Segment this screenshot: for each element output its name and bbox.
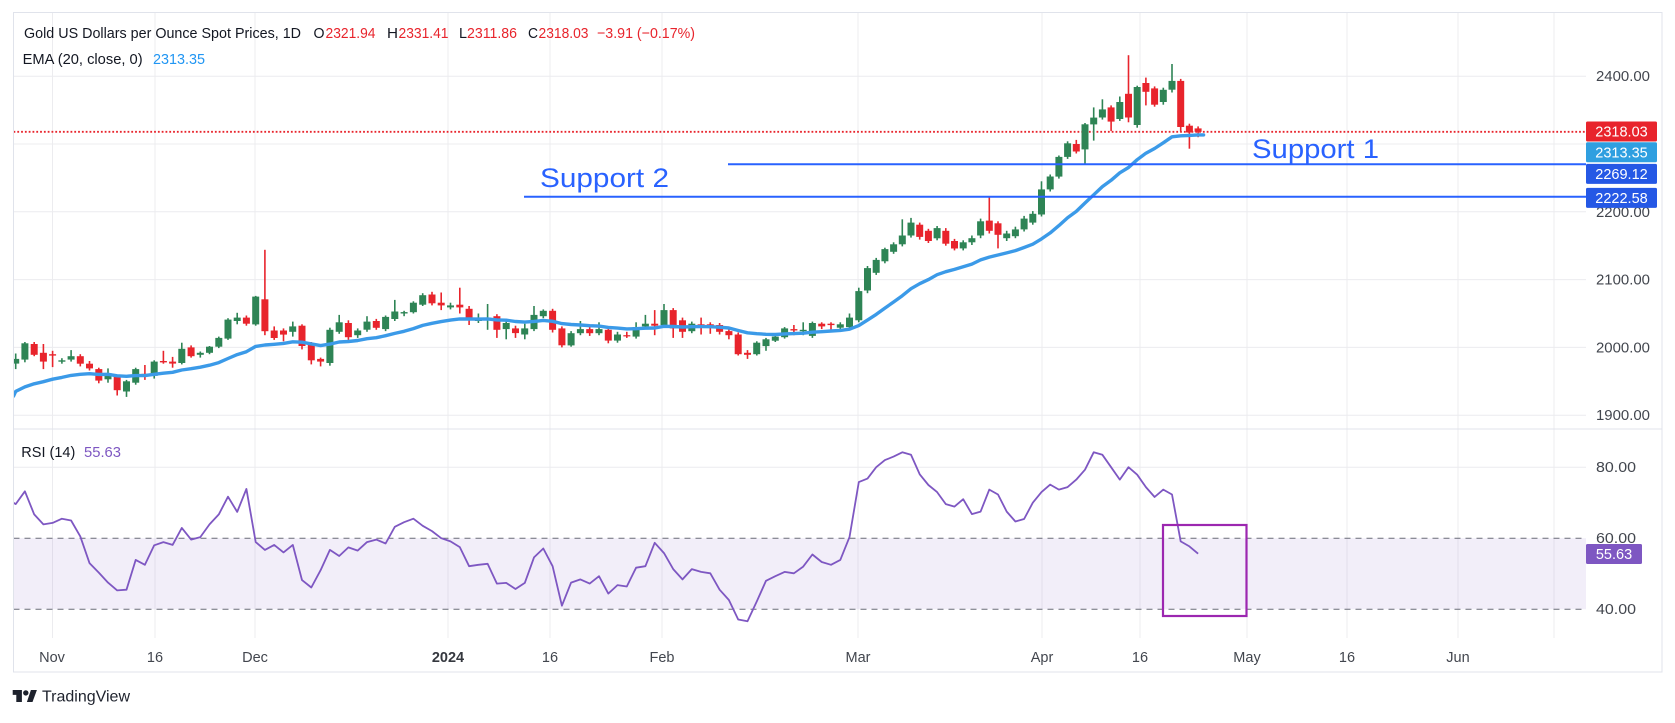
svg-text:−3.91 (−0.17%): −3.91 (−0.17%) xyxy=(597,25,695,42)
svg-text:2400.00: 2400.00 xyxy=(1596,69,1650,85)
svg-text:2321.94: 2321.94 xyxy=(326,25,376,42)
svg-text:May: May xyxy=(1233,650,1261,666)
svg-text:2100.00: 2100.00 xyxy=(1596,273,1650,289)
svg-text:C: C xyxy=(528,25,538,42)
svg-text:2318.03: 2318.03 xyxy=(1595,125,1647,141)
svg-text:RSI (14): RSI (14) xyxy=(21,444,75,461)
svg-text:2313.35: 2313.35 xyxy=(153,51,205,68)
svg-text:Support 1: Support 1 xyxy=(1252,134,1379,164)
svg-text:16: 16 xyxy=(1132,650,1148,666)
svg-text:2024: 2024 xyxy=(432,650,464,666)
svg-text:2200.00: 2200.00 xyxy=(1596,205,1650,221)
svg-text:2318.03: 2318.03 xyxy=(539,25,589,42)
svg-text:Gold US Dollars per Ounce Spot: Gold US Dollars per Ounce Spot Prices, 1… xyxy=(24,25,301,42)
svg-text:55.63: 55.63 xyxy=(1596,547,1632,563)
svg-text:80.00: 80.00 xyxy=(1596,460,1636,476)
svg-text:60.00: 60.00 xyxy=(1596,531,1636,547)
svg-text:2269.12: 2269.12 xyxy=(1595,167,1647,183)
svg-text:EMA (20, close, 0): EMA (20, close, 0) xyxy=(23,51,143,68)
svg-text:16: 16 xyxy=(542,650,558,666)
svg-text:Feb: Feb xyxy=(650,650,675,666)
svg-text:L: L xyxy=(459,25,467,42)
svg-text:40.00: 40.00 xyxy=(1596,602,1636,618)
svg-text:2313.35: 2313.35 xyxy=(1595,145,1647,161)
svg-text:55.63: 55.63 xyxy=(84,444,121,461)
svg-text:Jun: Jun xyxy=(1446,650,1469,666)
svg-text:Support 2: Support 2 xyxy=(540,163,669,193)
svg-text:1900.00: 1900.00 xyxy=(1596,408,1650,424)
svg-text:16: 16 xyxy=(1339,650,1355,666)
svg-text:Nov: Nov xyxy=(39,650,66,666)
svg-text:O: O xyxy=(314,25,325,42)
svg-text:Dec: Dec xyxy=(242,650,268,666)
svg-text:16: 16 xyxy=(147,650,163,666)
svg-text:Mar: Mar xyxy=(846,650,871,666)
svg-text:Apr: Apr xyxy=(1031,650,1054,666)
svg-text:H: H xyxy=(387,25,398,42)
svg-text:2222.58: 2222.58 xyxy=(1595,191,1647,207)
svg-text:2311.86: 2311.86 xyxy=(467,25,517,42)
svg-text:2000.00: 2000.00 xyxy=(1596,340,1650,356)
svg-text:2331.41: 2331.41 xyxy=(399,25,449,42)
svg-text:TradingView: TradingView xyxy=(42,688,130,705)
